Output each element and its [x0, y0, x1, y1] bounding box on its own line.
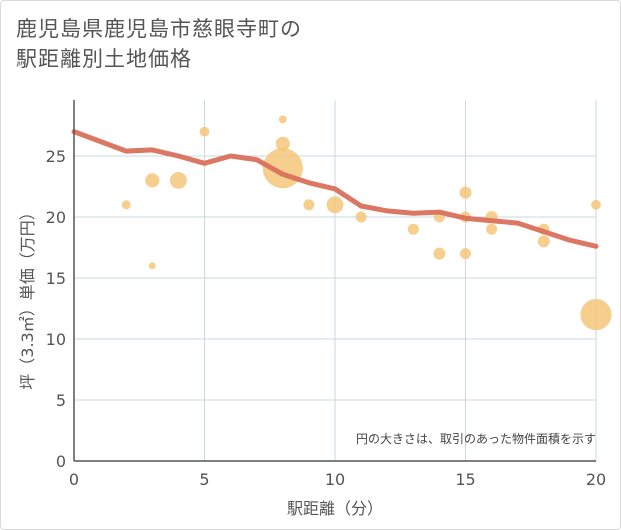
bubble-point	[537, 235, 550, 248]
x-tick-label: 5	[199, 470, 209, 489]
bubble-point	[433, 247, 446, 260]
bubble-point	[303, 199, 315, 211]
bubble-point	[460, 248, 471, 260]
x-axis-title: 駅距離（分）	[287, 499, 383, 518]
bubble-layer	[121, 115, 612, 331]
y-axis-title: 坪（3.3㎡）単価（万円）	[18, 204, 37, 389]
size-note: 円の大きさは、取引のあった物件面積を示す	[356, 431, 596, 446]
bubble-point	[148, 262, 156, 270]
y-tick-label: 15	[46, 269, 66, 288]
bubble-point	[407, 223, 419, 235]
bubble-point	[275, 136, 290, 151]
trend-line	[71, 129, 599, 249]
grid-lines	[74, 100, 597, 461]
y-tick-label: 20	[46, 208, 66, 227]
bubble-point	[326, 196, 344, 214]
chart-title: 鹿児島県鹿児島市慈眼寺町の 駅距離別土地価格	[16, 14, 302, 74]
bubble-point	[278, 115, 287, 124]
bubble-point	[121, 200, 131, 210]
x-tick-label: 20	[586, 470, 606, 489]
axes-layer	[73, 100, 596, 462]
trend-layer	[71, 129, 599, 249]
bubble-point	[486, 223, 498, 235]
y-tick-label: 25	[46, 147, 66, 166]
y-tick-label: 10	[46, 330, 66, 349]
bubble-point	[459, 186, 472, 199]
bubble-point	[355, 211, 367, 223]
tick-labels: 0 5 10 15 20 0 5 10 15 20 25	[46, 147, 607, 489]
bubble-point	[170, 172, 187, 189]
y-tick-label: 5	[56, 391, 66, 410]
x-tick-label: 10	[325, 470, 345, 489]
chart-title-line1: 鹿児島県鹿児島市慈眼寺町の	[16, 17, 302, 41]
bubble-point	[591, 199, 601, 210]
bubble-point	[145, 173, 160, 188]
bubble-point	[199, 126, 210, 137]
x-tick-label: 15	[455, 470, 475, 489]
y-tick-label: 0	[56, 452, 66, 471]
x-tick-label: 0	[69, 470, 79, 489]
bubble-point	[580, 299, 612, 331]
chart-title-line2: 駅距離別土地価格	[16, 47, 192, 71]
